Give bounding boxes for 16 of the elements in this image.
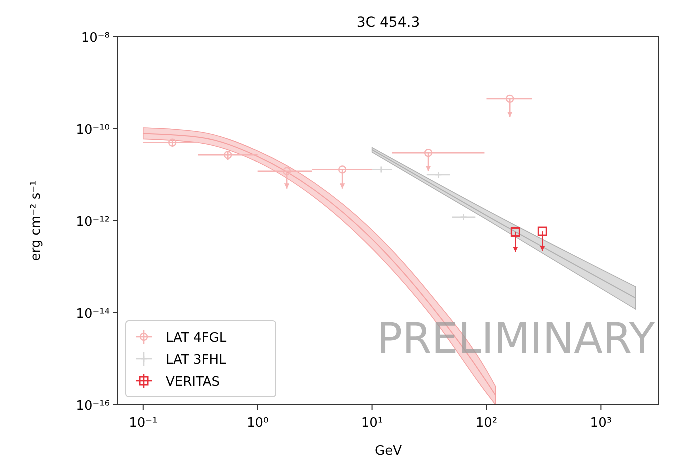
y-tick-label: 10⁻¹⁶ bbox=[76, 399, 110, 414]
chart-title: 3C 454.3 bbox=[356, 15, 420, 31]
x-tick-label: 10³ bbox=[590, 416, 612, 431]
legend-label: VERITAS bbox=[166, 375, 220, 390]
y-tick-label: 10⁻¹² bbox=[76, 215, 110, 230]
x-tick-label: 10² bbox=[476, 416, 498, 431]
legend-label: LAT 3FHL bbox=[166, 353, 228, 368]
y-tick-label: 10⁻¹⁴ bbox=[76, 307, 110, 322]
legend-label: LAT 4FGL bbox=[166, 331, 228, 346]
x-tick-label: 10⁰ bbox=[246, 416, 269, 431]
y-axis-title: erg cm⁻² s⁻¹ bbox=[29, 180, 44, 262]
x-tick-label: 10⁻¹ bbox=[129, 416, 158, 431]
x-axis-title: GeV bbox=[375, 444, 402, 459]
y-tick-label: 10⁻⁸ bbox=[81, 31, 110, 46]
x-tick-label: 10¹ bbox=[361, 416, 384, 431]
y-tick-label: 10⁻¹⁰ bbox=[76, 123, 110, 138]
